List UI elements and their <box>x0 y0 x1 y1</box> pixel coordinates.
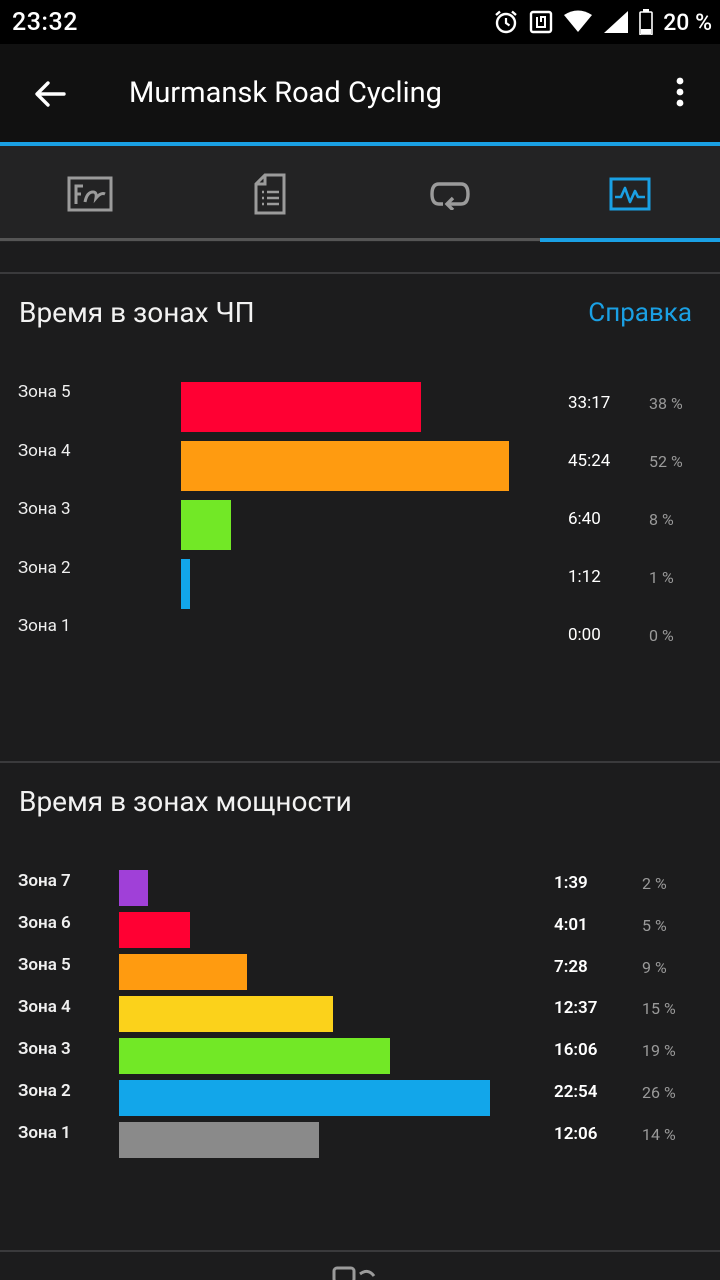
nfc-icon <box>530 10 553 34</box>
power-zone-label: Зона 4 <box>18 997 71 1017</box>
hr-zone-time: 45:24 <box>568 451 611 471</box>
hr-zone-time: 0:00 <box>568 625 601 645</box>
hr-zone-label: Зона 1 <box>18 616 71 636</box>
section-divider <box>0 1250 720 1252</box>
power-zone-label: Зона 2 <box>18 1081 71 1101</box>
power-zone-time: 12:37 <box>554 998 598 1018</box>
power-zone-time: 22:54 <box>554 1082 598 1102</box>
hr-zone-time: 1:12 <box>568 567 601 587</box>
power-zone-label: Зона 5 <box>18 955 71 975</box>
hr-zone-bar <box>181 500 231 550</box>
app-bar: Murmansk Road Cycling <box>0 44 720 142</box>
details-doc-icon <box>254 173 286 215</box>
power-zone-time: 1:39 <box>554 873 588 893</box>
wifi-icon <box>564 10 593 32</box>
tab-bar <box>0 146 720 242</box>
hr-zone-label: Зона 2 <box>18 558 71 578</box>
power-zone-label: Зона 1 <box>18 1123 71 1143</box>
power-zone-percent: 26 % <box>642 1083 676 1102</box>
alarm-icon <box>495 10 517 34</box>
hr-zone-time: 33:17 <box>568 393 611 413</box>
hr-zone-label: Зона 5 <box>18 382 71 402</box>
hr-zone-bar <box>181 559 190 609</box>
hr-zone-label: Зона 3 <box>18 499 71 519</box>
signal-icon <box>604 11 629 33</box>
power-zone-percent: 14 % <box>642 1125 676 1144</box>
hr-zone-bar <box>181 382 421 432</box>
power-zone-time: 16:06 <box>554 1040 598 1060</box>
power-zone-label: Зона 6 <box>18 913 71 933</box>
arrow-back-icon <box>35 81 66 107</box>
section-divider <box>0 761 720 763</box>
hr-zone-label: Зона 4 <box>18 441 71 461</box>
tab-details[interactable] <box>180 146 360 242</box>
power-zone-label: Зона 7 <box>18 871 71 891</box>
power-zone-label: Зона 3 <box>18 1039 71 1059</box>
power-zone-bar <box>119 912 190 948</box>
back-button[interactable] <box>28 72 72 116</box>
stats-chart-icon <box>609 177 651 211</box>
tab-activity[interactable] <box>0 146 180 242</box>
activity-map-icon <box>67 176 113 212</box>
status-icons: 20 % <box>493 8 712 36</box>
hr-zone-percent: 1 % <box>649 568 674 587</box>
status-bar: 23:32 20 % <box>0 0 720 44</box>
battery-icon <box>639 9 654 35</box>
hr-zone-time: 6:40 <box>568 509 601 529</box>
more-vert-icon <box>676 77 684 107</box>
power-zone-time: 7:28 <box>554 957 588 977</box>
hr-zone-percent: 0 % <box>649 626 674 645</box>
power-zone-percent: 19 % <box>642 1041 676 1060</box>
hr-zones-title: Время в зонах ЧП <box>19 296 255 329</box>
power-zone-time: 4:01 <box>554 915 588 935</box>
battery-percent: 20 % <box>663 8 712 36</box>
power-zone-bar <box>119 954 247 990</box>
power-zone-time: 12:06 <box>554 1124 598 1144</box>
overflow-menu-button[interactable] <box>664 72 696 116</box>
power-zone-bar <box>119 1038 390 1074</box>
help-link[interactable]: Справка <box>588 298 692 328</box>
laps-loop-icon <box>430 182 470 210</box>
tab-bar-underline <box>0 238 540 241</box>
power-zones-title: Время в зонах мощности <box>19 785 352 818</box>
power-zone-percent: 2 % <box>642 874 667 893</box>
hr-zone-percent: 38 % <box>649 394 683 413</box>
power-zone-percent: 15 % <box>642 999 676 1018</box>
power-zone-percent: 9 % <box>642 958 667 977</box>
tab-laps[interactable] <box>360 146 540 242</box>
power-zone-bar <box>119 1122 319 1158</box>
power-zone-bar <box>119 870 148 906</box>
hr-zone-percent: 52 % <box>649 452 683 471</box>
page-title: Murmansk Road Cycling <box>129 76 442 110</box>
power-zone-percent: 5 % <box>642 916 667 935</box>
power-zone-bar <box>119 1080 490 1116</box>
power-zone-bar <box>119 996 333 1032</box>
app-bar-accent-line <box>0 142 720 146</box>
hr-zone-percent: 8 % <box>649 510 674 529</box>
tab-selected-indicator <box>540 238 720 242</box>
tab-stats[interactable] <box>540 146 720 242</box>
status-time: 23:32 <box>12 8 78 37</box>
hr-zone-bar <box>181 441 509 491</box>
device-sync-icon <box>332 1266 376 1280</box>
section-divider <box>0 272 720 274</box>
